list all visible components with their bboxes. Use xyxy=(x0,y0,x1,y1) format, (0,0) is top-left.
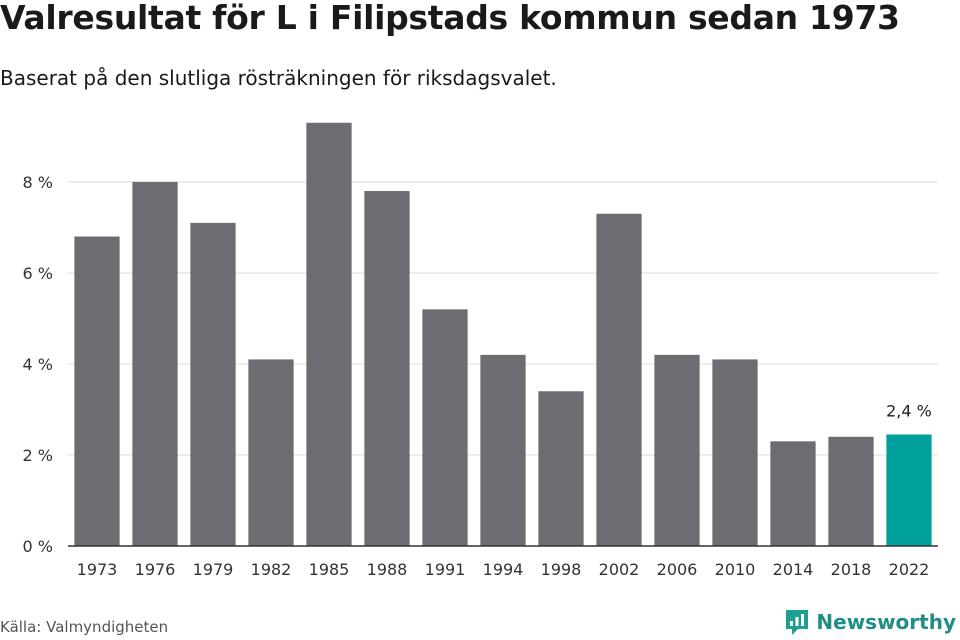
bar-2010 xyxy=(712,359,758,546)
x-axis-labels: 1973 1976 1979 1982 1985 1988 1991 1994 1998 2002… xyxy=(77,560,930,579)
brand-logo: Newsworthy xyxy=(784,608,956,636)
x-tick-label: 2006 xyxy=(657,560,698,579)
bar-1985 xyxy=(306,122,352,547)
x-tick-label: 1976 xyxy=(135,560,176,579)
bar-1991 xyxy=(422,309,468,546)
x-tick-label: 2022 xyxy=(889,560,930,579)
y-tick-label: 0 % xyxy=(23,537,53,556)
x-tick-label: 1991 xyxy=(425,560,466,579)
x-tick-label: 2002 xyxy=(599,560,640,579)
x-tick-label: 1994 xyxy=(483,560,524,579)
newsworthy-logo-icon xyxy=(786,610,809,635)
bar-2002 xyxy=(596,213,642,546)
x-tick-label: 1998 xyxy=(541,560,582,579)
x-tick-label: 1982 xyxy=(251,560,292,579)
data-labels: 2,4 % xyxy=(886,402,932,421)
y-axis-labels: 0 % 2 % 4 % 6 % 8 % xyxy=(23,173,53,556)
y-tick-label: 6 % xyxy=(23,264,53,283)
y-tick-label: 4 % xyxy=(23,355,53,374)
x-tick-label: 2010 xyxy=(715,560,756,579)
bar-2006 xyxy=(654,354,700,546)
bar-1979 xyxy=(190,222,236,546)
x-tick-label: 1979 xyxy=(193,560,234,579)
bar-1998 xyxy=(538,391,584,546)
bar-1994 xyxy=(480,354,526,546)
data-label: 2,4 % xyxy=(886,402,932,421)
x-tick-label: 1985 xyxy=(309,560,350,579)
bars xyxy=(74,122,932,547)
bar-2014 xyxy=(770,441,816,546)
bar-1973 xyxy=(74,236,120,546)
bar-2018 xyxy=(828,436,874,546)
chart-subtitle: Baserat på den slutliga rösträkningen fö… xyxy=(0,66,557,90)
bar-1976 xyxy=(132,181,178,546)
bar-1988 xyxy=(364,191,410,547)
brand-name: Newsworthy xyxy=(816,610,956,634)
chart-title: Valresultat för L i Filipstads kommun se… xyxy=(0,0,900,37)
bar-1982 xyxy=(248,359,294,546)
x-tick-label: 1988 xyxy=(367,560,408,579)
y-tick-label: 8 % xyxy=(23,173,53,192)
source-note: Källa: Valmyndigheten xyxy=(0,618,169,636)
x-tick-label: 2014 xyxy=(773,560,814,579)
x-tick-label: 2018 xyxy=(831,560,872,579)
y-tick-label: 2 % xyxy=(23,446,53,465)
x-tick-label: 1973 xyxy=(77,560,118,579)
bar-2022 xyxy=(886,434,932,546)
